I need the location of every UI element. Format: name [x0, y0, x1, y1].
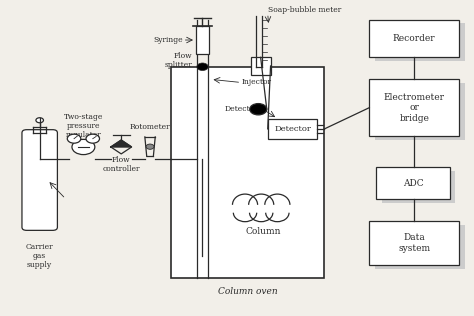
Text: Recorder: Recorder	[393, 34, 436, 43]
Bar	[382, 171, 456, 203]
Bar	[369, 221, 459, 265]
Text: Syringe: Syringe	[153, 36, 182, 44]
Bar	[375, 23, 465, 61]
Text: Column oven: Column oven	[218, 287, 277, 296]
Circle shape	[146, 144, 154, 149]
Circle shape	[250, 104, 267, 115]
Bar	[171, 67, 324, 277]
Text: Injector: Injector	[241, 78, 271, 87]
Circle shape	[72, 139, 95, 155]
Circle shape	[36, 118, 44, 123]
Text: Two-stage
pressure
regulator: Two-stage pressure regulator	[64, 113, 103, 139]
Bar	[375, 83, 465, 140]
Text: Detector: Detector	[274, 125, 311, 133]
Bar	[268, 119, 318, 139]
Text: Data
system: Data system	[398, 233, 430, 253]
Text: Electrometer
or
bridge: Electrometer or bridge	[384, 93, 445, 123]
Text: Flow
controller: Flow controller	[102, 156, 140, 173]
Circle shape	[67, 134, 81, 143]
Bar	[376, 167, 450, 199]
Text: Rotometer: Rotometer	[130, 124, 170, 131]
Text: Soap-bubble meter: Soap-bubble meter	[268, 6, 341, 14]
Polygon shape	[111, 140, 132, 147]
Bar	[375, 225, 465, 269]
Text: Carrier
gas
supply: Carrier gas supply	[26, 243, 54, 269]
Text: ADC: ADC	[403, 179, 423, 188]
Bar	[369, 20, 459, 57]
Bar	[369, 79, 459, 136]
Circle shape	[86, 134, 100, 143]
Text: Flow
splitter: Flow splitter	[164, 52, 192, 69]
Circle shape	[197, 63, 208, 70]
Bar	[251, 57, 271, 75]
Bar	[196, 26, 209, 54]
FancyBboxPatch shape	[22, 130, 57, 230]
Text: Column: Column	[245, 227, 281, 236]
Text: Detector: Detector	[225, 105, 258, 113]
